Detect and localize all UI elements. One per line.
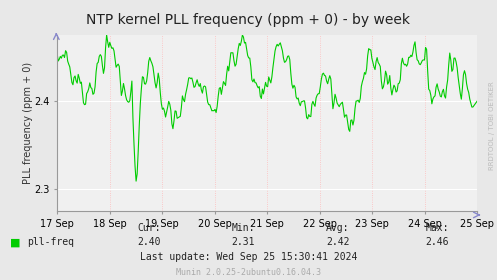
- Text: Munin 2.0.25-2ubuntu0.16.04.3: Munin 2.0.25-2ubuntu0.16.04.3: [176, 268, 321, 277]
- Text: 2.42: 2.42: [326, 237, 350, 247]
- Y-axis label: PLL frequency (ppm + 0): PLL frequency (ppm + 0): [23, 62, 33, 184]
- Text: 2.46: 2.46: [425, 237, 449, 247]
- Text: NTP kernel PLL frequency (ppm + 0) - by week: NTP kernel PLL frequency (ppm + 0) - by …: [86, 13, 411, 27]
- Text: ■: ■: [10, 237, 20, 247]
- Text: Max:: Max:: [425, 223, 449, 233]
- Text: 2.40: 2.40: [137, 237, 161, 247]
- Text: pll-freq: pll-freq: [27, 237, 75, 247]
- Text: RRDTOOL / TOBI OETIKER: RRDTOOL / TOBI OETIKER: [489, 82, 495, 170]
- Text: Min:: Min:: [232, 223, 255, 233]
- Text: Avg:: Avg:: [326, 223, 350, 233]
- Text: Cur:: Cur:: [137, 223, 161, 233]
- Text: 2.31: 2.31: [232, 237, 255, 247]
- Text: Last update: Wed Sep 25 15:30:41 2024: Last update: Wed Sep 25 15:30:41 2024: [140, 252, 357, 262]
